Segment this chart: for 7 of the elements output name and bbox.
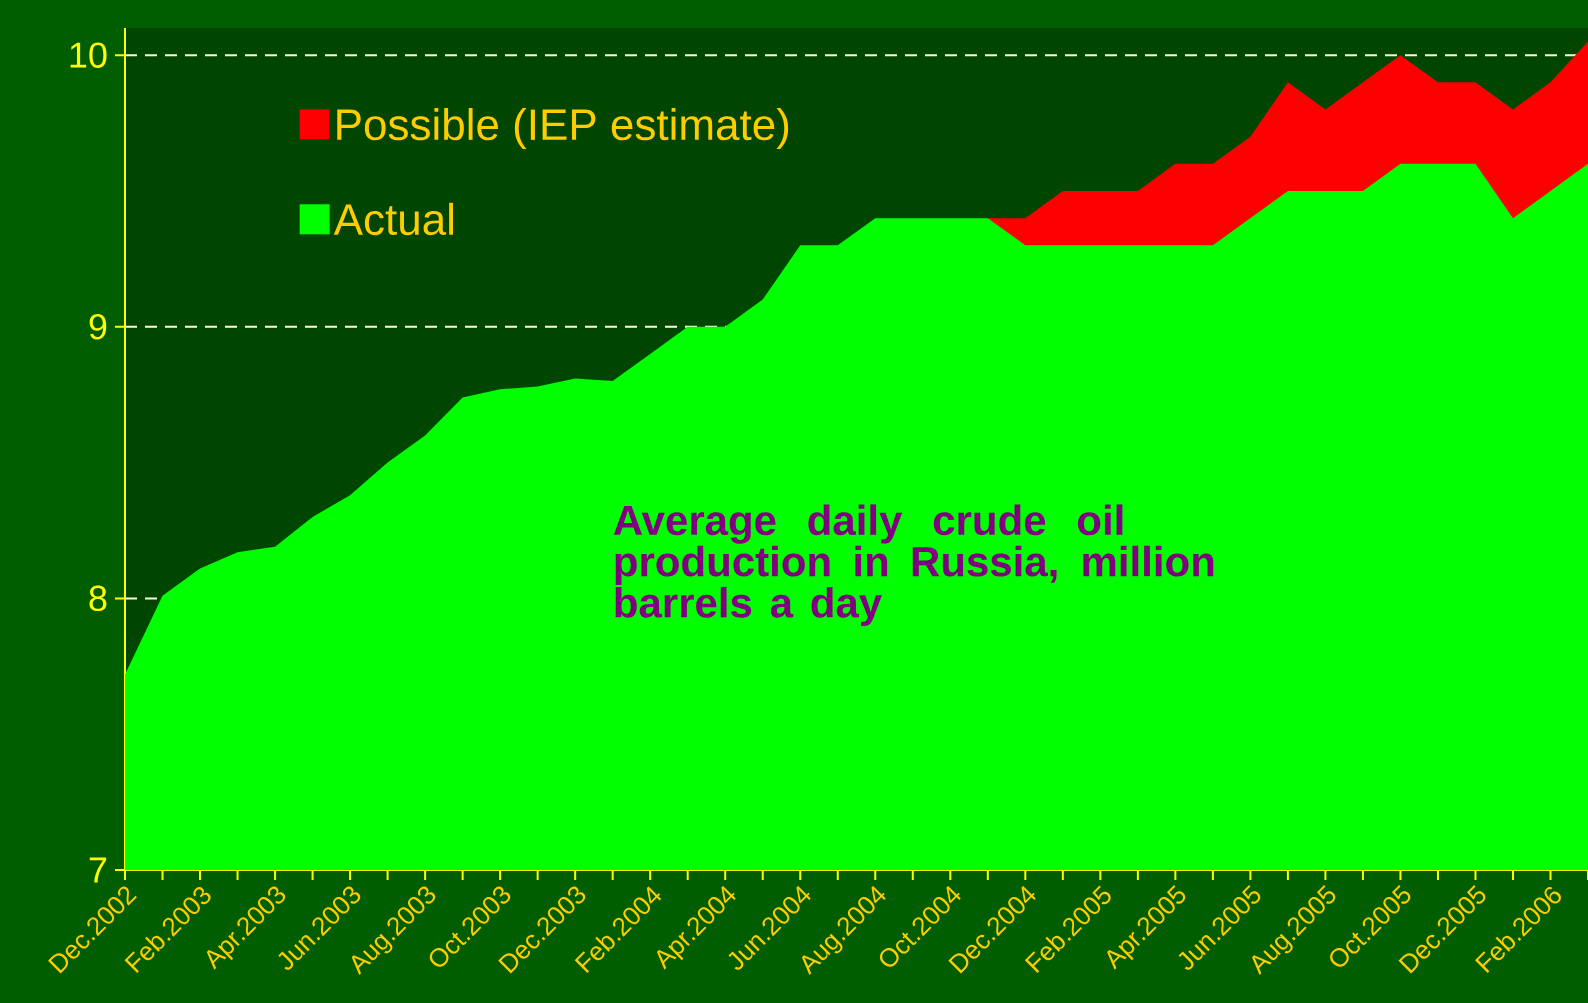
y-tick-label: 9	[89, 314, 107, 340]
legend-label: Actual	[333, 202, 454, 236]
y-tick-label: 10	[70, 42, 107, 68]
legend-label: Possible (IEP estimate)	[337, 107, 789, 149]
y-tick-label: 7	[89, 857, 107, 883]
y-tick-label: 8	[89, 585, 107, 612]
annotation: Average daily crude oil production in Russia, million barrels a day	[613, 504, 1214, 627]
